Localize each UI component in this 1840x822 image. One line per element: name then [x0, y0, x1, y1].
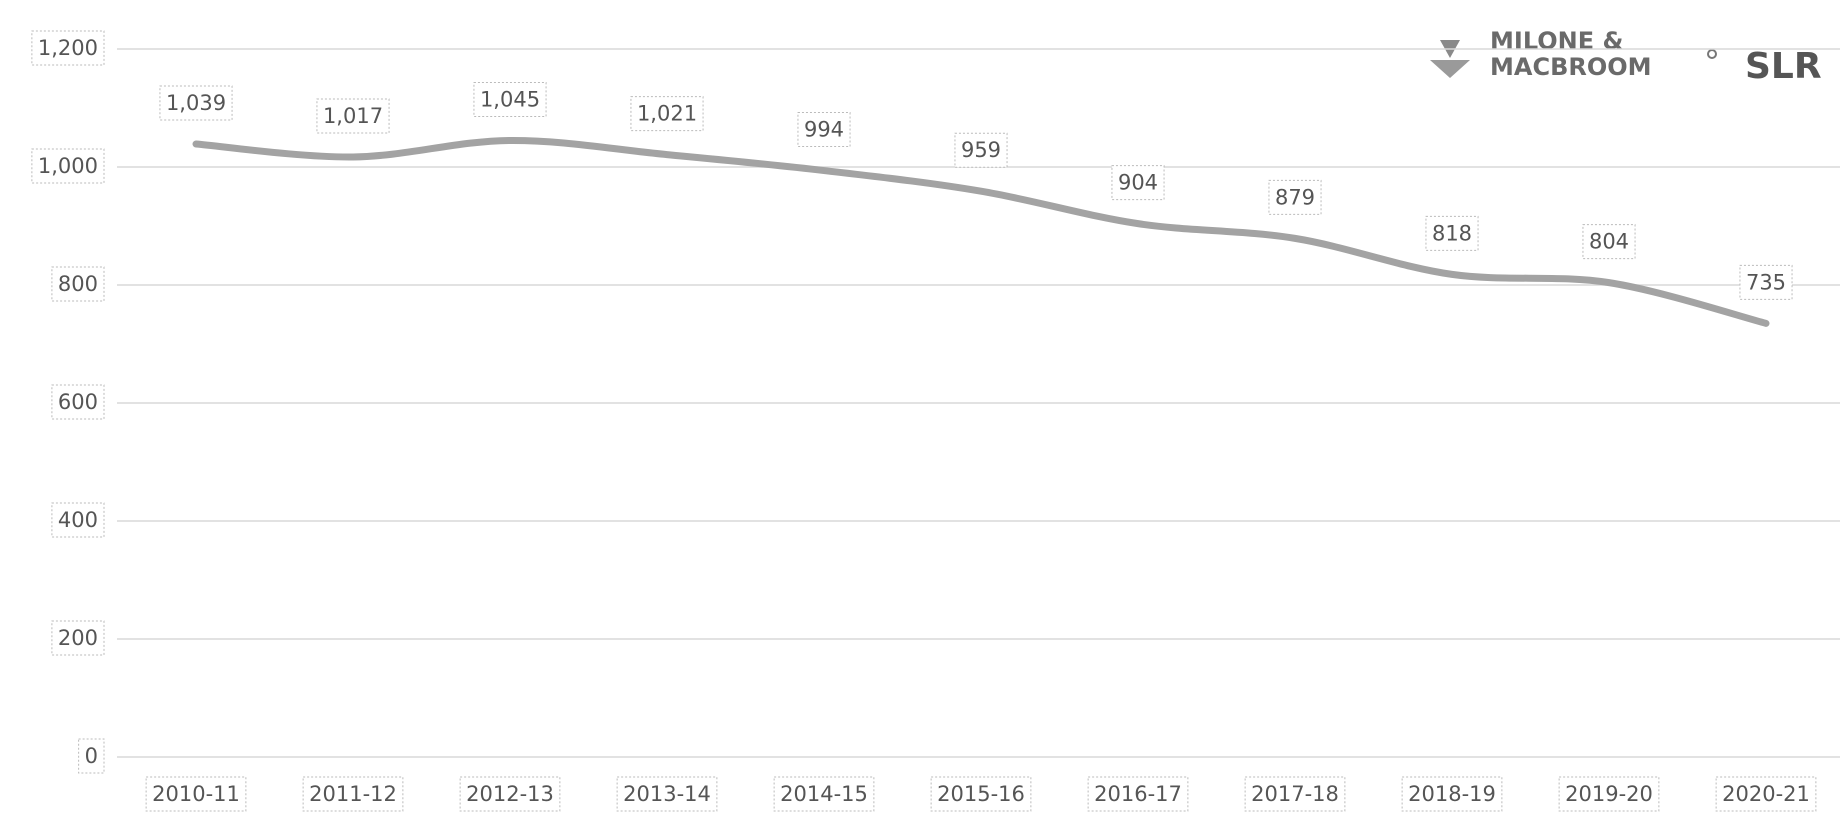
y-tick-label-box: [51, 502, 105, 538]
y-tick-label-group: 0: [78, 738, 105, 774]
x-tick-label-group: 2016-17: [1087, 776, 1189, 812]
x-tick-label-group: 2011-12: [302, 776, 404, 812]
data-label-box: [159, 85, 233, 121]
y-tick-label-box: [51, 384, 105, 420]
x-tick-label: 2012-13: [466, 782, 554, 806]
x-tick-label-box: [1087, 776, 1189, 812]
logo: MILONE & MACBROOM SLR: [1430, 27, 1822, 87]
x-tick-label-box: [930, 776, 1032, 812]
data-label-box: [630, 96, 704, 132]
x-tick-label-group: 2018-19: [1401, 776, 1503, 812]
x-tick-label: 2014-15: [780, 782, 868, 806]
y-tick-label: 200: [58, 626, 98, 650]
y-tick-label: 0: [85, 744, 98, 768]
y-tick-label-box: [31, 148, 105, 184]
x-tick-label-group: 2015-16: [930, 776, 1032, 812]
data-label: 904: [1118, 171, 1158, 195]
data-label-box: [1268, 179, 1322, 215]
logo-text: SLR: [1745, 46, 1822, 87]
data-label-group: 904: [1111, 165, 1165, 201]
x-tick-label-group: 2017-18: [1244, 776, 1346, 812]
x-tick-label-group: 2014-15: [773, 776, 875, 812]
data-label-box: [316, 98, 390, 134]
data-label-box: [1582, 224, 1636, 260]
x-tick-label: 2016-17: [1094, 782, 1182, 806]
data-label-group: 959: [954, 132, 1008, 168]
x-tick-label-box: [302, 776, 404, 812]
logo-text: MILONE &: [1490, 27, 1623, 55]
logo-text: MACBROOM: [1490, 53, 1652, 81]
x-tick-label-group: 2019-20: [1558, 776, 1660, 812]
x-tick-label-box: [1715, 776, 1817, 812]
y-tick-label-group: 600: [51, 384, 105, 420]
data-label-box: [954, 132, 1008, 168]
line: [192, 136, 1770, 327]
data-label-group: 879: [1268, 179, 1322, 215]
x-tick-label-box: [145, 776, 247, 812]
y-tick-label-group: 400: [51, 502, 105, 538]
x-tick-label: 2011-12: [309, 782, 397, 806]
data-label-box: [473, 81, 547, 117]
data-label: 818: [1432, 221, 1472, 245]
data-label-box: [797, 112, 851, 148]
x-tick-label-group: 2010-11: [145, 776, 247, 812]
data-label: 804: [1589, 230, 1629, 254]
data-label-group: 994: [797, 112, 851, 148]
x-tick-label-box: [459, 776, 561, 812]
data-label: 879: [1275, 185, 1315, 209]
x-tick-label-box: [1401, 776, 1503, 812]
data-label-group: 818: [1425, 215, 1479, 251]
x-tick-label: 2010-11: [152, 782, 240, 806]
y-tick-label-group: 1,200: [31, 30, 105, 66]
x-tick-label: 2013-14: [623, 782, 711, 806]
x-tick-label-box: [616, 776, 718, 812]
x-tick-label: 2017-18: [1251, 782, 1339, 806]
x-tick-label-box: [773, 776, 875, 812]
data-label: 1,017: [323, 104, 383, 128]
data-label-group: 1,017: [316, 98, 390, 134]
logo-dot: [1707, 49, 1717, 59]
x-tick-label-group: 2012-13: [459, 776, 561, 812]
data-label-group: 804: [1582, 224, 1636, 260]
data-label-box: [1425, 215, 1479, 251]
y-tick-label: 1,000: [38, 154, 98, 178]
y-tick-label-box: [78, 738, 105, 774]
data-label-box: [1739, 264, 1793, 300]
y-tick-label: 800: [58, 272, 98, 296]
data-label: 994: [804, 118, 844, 142]
y-tick-label: 600: [58, 390, 98, 414]
x-tick-label: 2019-20: [1565, 782, 1653, 806]
x-tick-label-group: 2013-14: [616, 776, 718, 812]
x-tick-label-box: [1244, 776, 1346, 812]
data-label: 1,045: [480, 87, 540, 111]
data-label: 1,039: [166, 91, 226, 115]
y-tick-label-group: 800: [51, 266, 105, 302]
x-tick-label: 2015-16: [937, 782, 1025, 806]
x-tick-label: 2020-21: [1722, 782, 1810, 806]
data-label-group: 1,045: [473, 81, 547, 117]
x-tick-label-box: [1558, 776, 1660, 812]
data-label: 1,021: [637, 102, 697, 126]
y-tick-label-box: [51, 620, 105, 656]
y-tick-label: 400: [58, 508, 98, 532]
data-label-group: 1,039: [159, 85, 233, 121]
data-label-group: 735: [1739, 264, 1793, 300]
y-tick-label-box: [51, 266, 105, 302]
data-label: 959: [961, 138, 1001, 162]
x-tick-label-group: 2020-21: [1715, 776, 1817, 812]
logo-icon: [1430, 60, 1470, 78]
x-tick-label: 2018-19: [1408, 782, 1496, 806]
y-tick-label-group: 200: [51, 620, 105, 656]
y-tick-label-box: [31, 30, 105, 66]
data-label: 735: [1746, 270, 1786, 294]
data-label-box: [1111, 165, 1165, 201]
y-tick-label: 1,200: [38, 36, 98, 60]
data-label-group: 1,021: [630, 96, 704, 132]
y-tick-label-group: 1,000: [31, 148, 105, 184]
